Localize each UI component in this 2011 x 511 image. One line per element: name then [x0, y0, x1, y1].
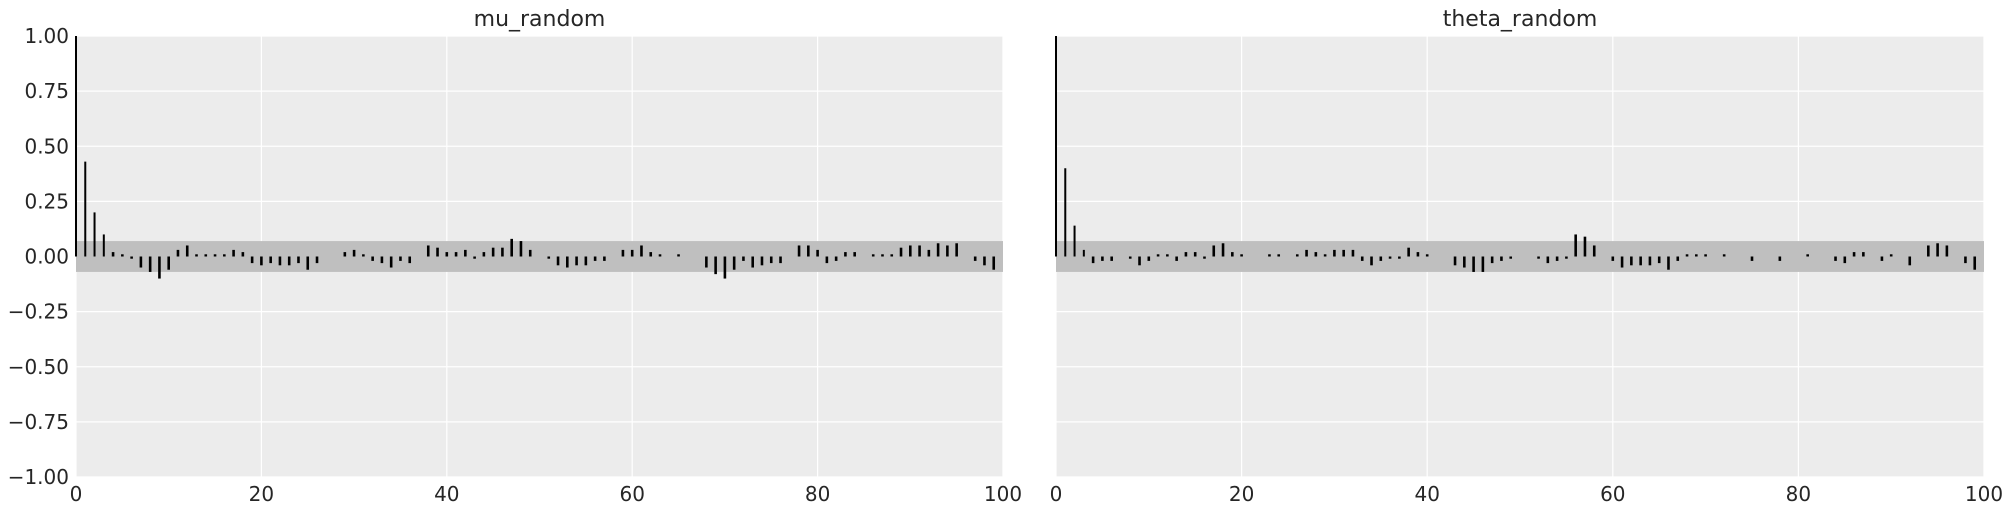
x-tick-label: 20: [1229, 482, 1254, 506]
y-tick-label: −0.75: [8, 410, 69, 434]
x-tick-label: 0: [1050, 482, 1063, 506]
x-tick-label: 60: [619, 482, 644, 506]
panel-mu-random: 0 20 40 60 80 100 1.00 0.75 0.50 0.25 0.00 −0.25 −0…: [8, 7, 1022, 506]
panel-title: mu_random: [474, 7, 606, 32]
y-tick-label: 0.00: [24, 245, 69, 269]
y-tick-label: −0.50: [8, 355, 69, 379]
x-tick-label: 100: [1965, 482, 2003, 506]
autocorrelation-bars: [1055, 36, 1977, 272]
panel-title: theta_random: [1443, 7, 1598, 32]
x-tick-label: 100: [984, 482, 1022, 506]
y-tick-label: 0.50: [24, 134, 69, 158]
y-tick-label: −1.00: [8, 465, 69, 489]
y-tick-label: 0.25: [24, 189, 69, 213]
panel-theta-random: 0 20 40 60 80 100 theta_random: [1050, 7, 2003, 506]
x-tick-label: 0: [70, 482, 83, 506]
x-tick-label: 60: [1600, 482, 1625, 506]
y-tick-label: 0.75: [24, 79, 69, 103]
y-tick-labels: 1.00 0.75 0.50 0.25 0.00 −0.25 −0.50 −0.75 −1.00: [8, 24, 69, 489]
confidence-band: [1056, 241, 1984, 272]
y-tick-label: −0.25: [8, 300, 69, 324]
y-tick-label: 1.00: [24, 24, 69, 48]
x-tick-labels: 0 20 40 60 80 100: [1050, 482, 2003, 506]
confidence-band: [76, 241, 1003, 272]
x-tick-label: 40: [434, 482, 459, 506]
x-tick-label: 80: [805, 482, 830, 506]
x-tick-labels: 0 20 40 60 80 100: [70, 482, 1022, 506]
x-tick-label: 20: [249, 482, 274, 506]
x-tick-label: 40: [1414, 482, 1439, 506]
autocorrelation-bars: [75, 36, 996, 279]
x-tick-label: 80: [1786, 482, 1811, 506]
